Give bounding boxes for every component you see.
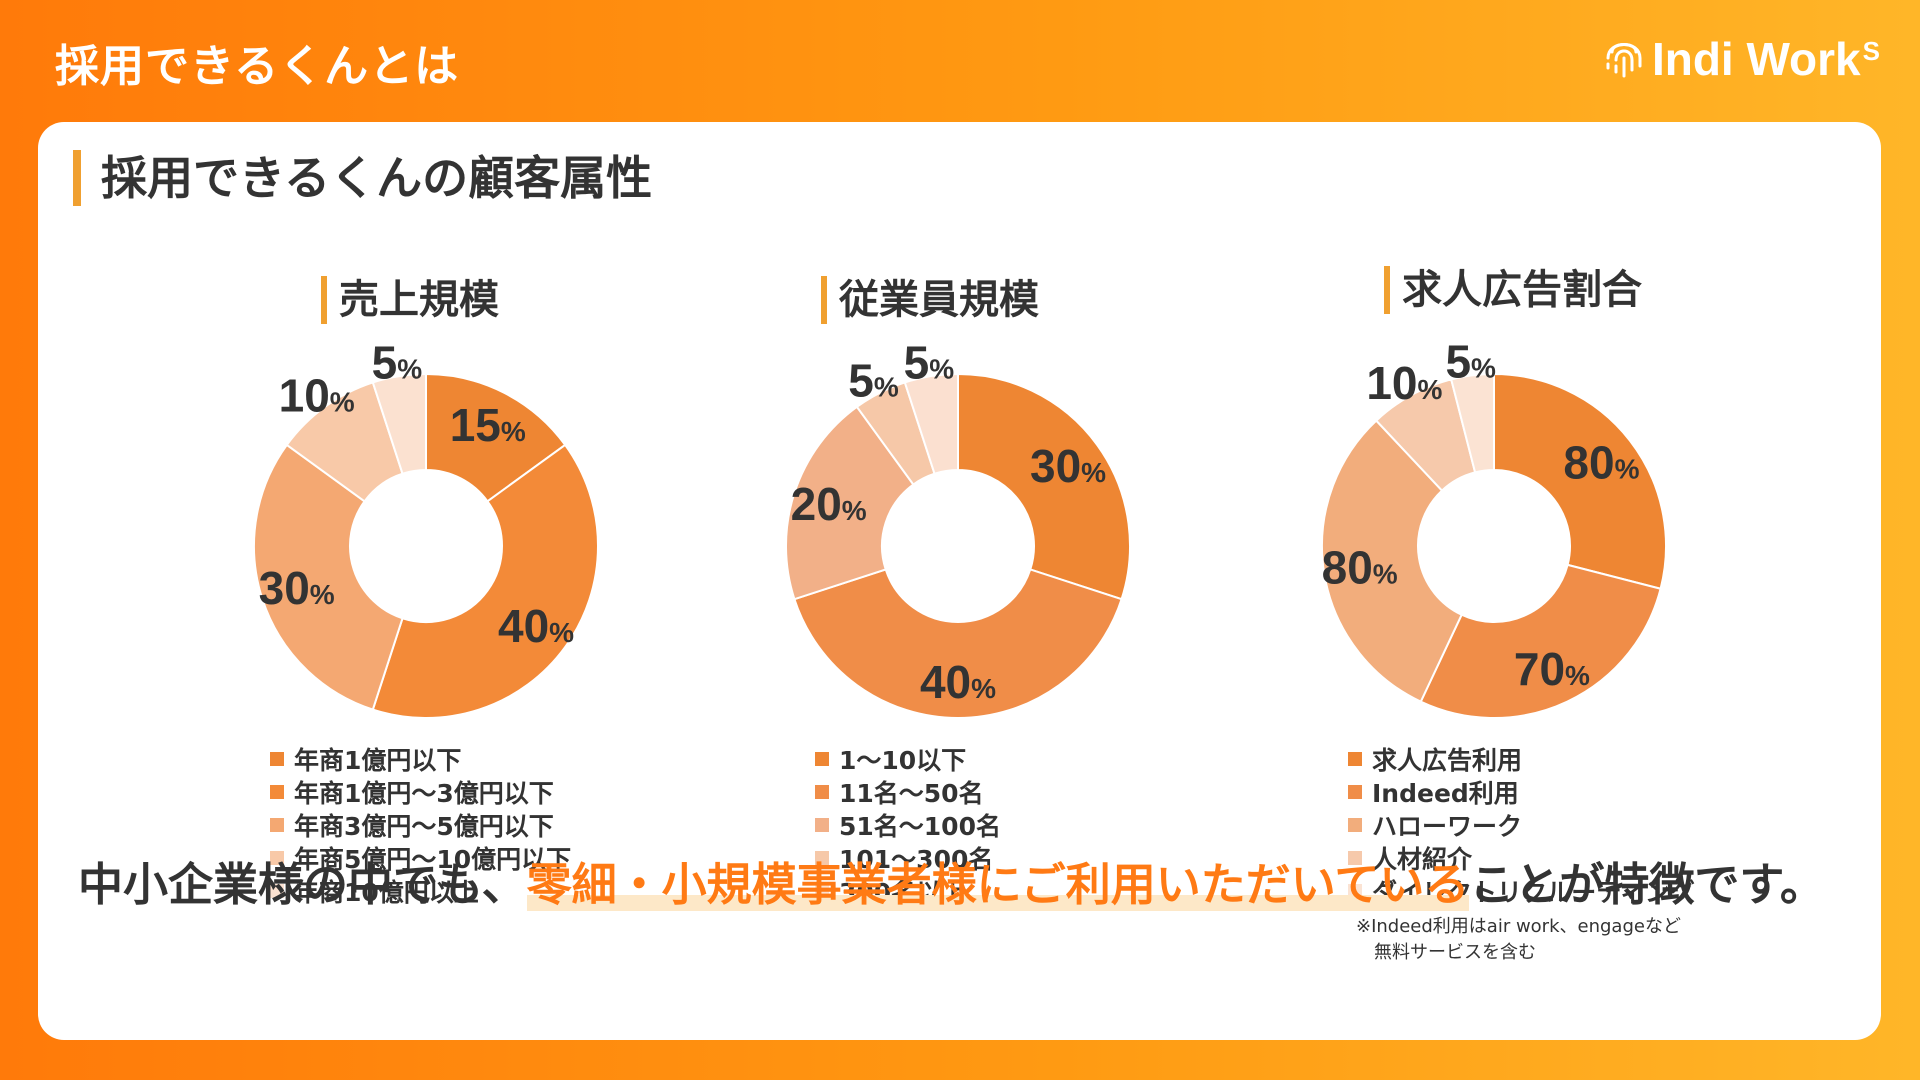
card-title: 採用できるくんの顧客属性 [73, 150, 652, 206]
legend-sales: 年商1億円以下 年商1億円〜3億円以下 年商3億円〜5億円以下 年商5億円〜10億円以… [270, 742, 571, 907]
data-label-employees-1: 30% [1030, 440, 1106, 492]
chart-title-job-ads: 求人広告割合 [1384, 266, 1642, 314]
legend-item: 求人広告利用 [1348, 742, 1695, 775]
data-label-sales-3: 30% [259, 562, 335, 614]
legend-item: 年商1億円以下 [270, 742, 571, 775]
footnote: ※Indeed利用はair work、engageなど 無料サービスを含む [1356, 914, 1681, 966]
bottom-text-1: 中小企業様の中でも、 [78, 858, 527, 911]
bottom-highlight: 零細・小規模事業者様にご利用いただいている [526, 858, 1470, 911]
chart-title-sales: 売上規模 [321, 276, 499, 324]
data-label-employees-3: 20% [791, 478, 867, 530]
legend-item: 51名〜100名 [815, 808, 1001, 841]
legend-swatch [1348, 751, 1362, 766]
data-label-job-ads-2: 70% [1514, 643, 1590, 695]
legend-swatch [270, 784, 284, 799]
page-title: 採用できるくんとは [55, 41, 460, 92]
slice-job-ads-3 [1321, 419, 1463, 703]
donut-charts: 15%40%30%10%5%30%40%20%5% 5%80%70%80%10%5… [253, 335, 1668, 719]
legend-label: 年商1億円以下 [294, 745, 462, 775]
donut-sales [253, 372, 599, 719]
legend-swatch [1348, 817, 1362, 832]
data-label-job-ads-4: 10% [1366, 357, 1442, 409]
indi-works-logo: Indi Work S [1604, 32, 1880, 86]
data-label-employees-2: 40% [920, 656, 996, 708]
data-label-sales-5: 5% [372, 336, 423, 388]
legend-label: 1〜10以下 [839, 745, 967, 775]
legend-label: ハローワーク [1372, 811, 1523, 841]
data-label-sales-4: 10% [279, 370, 355, 422]
legend-item: ハローワーク [1348, 808, 1695, 841]
legend-item: 年商10億円以上 [270, 874, 571, 907]
legend-label: 年商5億円〜10億円以下 [294, 844, 572, 874]
legend-label: 年商1億円〜3億円以下 [294, 778, 554, 808]
slice-sales-5 [371, 372, 427, 475]
slice-employees-2 [793, 568, 1123, 719]
legend-swatch [270, 883, 284, 898]
legend-label: Indeed利用 [1372, 778, 1519, 808]
legend-swatch [270, 850, 284, 865]
legend-item: 年商5億円〜10億円以下 [270, 841, 571, 874]
footnote-line2: 無料サービスを含む [1374, 942, 1536, 963]
legend-swatch [270, 751, 284, 766]
legend-item: 1〜10以下 [815, 742, 1001, 775]
legend-label: 51名〜100名 [839, 811, 1001, 841]
legend-swatch [815, 817, 829, 832]
legend-item: 年商3億円〜5億円以下 [270, 808, 571, 841]
donut-employees [785, 372, 1131, 719]
slice-job-ads-2 [1419, 563, 1662, 719]
fingerprint-icon [1606, 43, 1642, 78]
data-label-sales-2: 40% [498, 600, 574, 652]
bottom-text-2: ことが特徴です。 [1469, 858, 1825, 911]
logo-superscript: S [1862, 35, 1880, 66]
legend-label: 求人広告利用 [1372, 745, 1523, 775]
slice-sales-2 [371, 443, 599, 719]
legend-label: 11名〜50名 [839, 778, 984, 808]
slice-employees-5 [903, 372, 959, 475]
legend-swatch [815, 784, 829, 799]
slice-employees-1 [957, 372, 1131, 601]
data-label-job-ads-3: 80% [1322, 541, 1398, 593]
chart-title-employees: 従業員規模 [821, 276, 1039, 324]
data-label-job-ads-1: 80% [1563, 437, 1639, 489]
legend-label: 年商3億円〜5億円以下 [294, 811, 554, 841]
legend-item: 年商1億円〜3億円以下 [270, 775, 571, 808]
donut-job-ads [1321, 372, 1668, 719]
legend-label: 年商10億円以上 [294, 877, 479, 907]
data-label-employees-5: 5% [904, 336, 955, 388]
slice-sales-3 [253, 443, 404, 711]
slice-employees-3 [785, 405, 915, 601]
footnote-line1: ※Indeed利用はair work、engageなど [1356, 916, 1681, 937]
slice-job-ads-5 [1450, 372, 1495, 474]
legend-item: Indeed利用 [1348, 775, 1695, 808]
legend-swatch [1348, 784, 1362, 799]
data-label-employees-4: 5% [848, 354, 899, 406]
slice-job-ads-1 [1493, 372, 1668, 590]
bottom-message: 中小企業様の中でも、零細・小規模事業者様にご利用いただいていることが特徴です。 [78, 848, 1825, 913]
data-label-sales-1: 15% [450, 399, 526, 451]
legend-swatch [815, 751, 829, 766]
logo-text: Indi Work [1651, 33, 1861, 85]
data-label-job-ads-5: 5% [1445, 335, 1496, 387]
legend-item: 11名〜50名 [815, 775, 1001, 808]
legend-swatch [270, 817, 284, 832]
